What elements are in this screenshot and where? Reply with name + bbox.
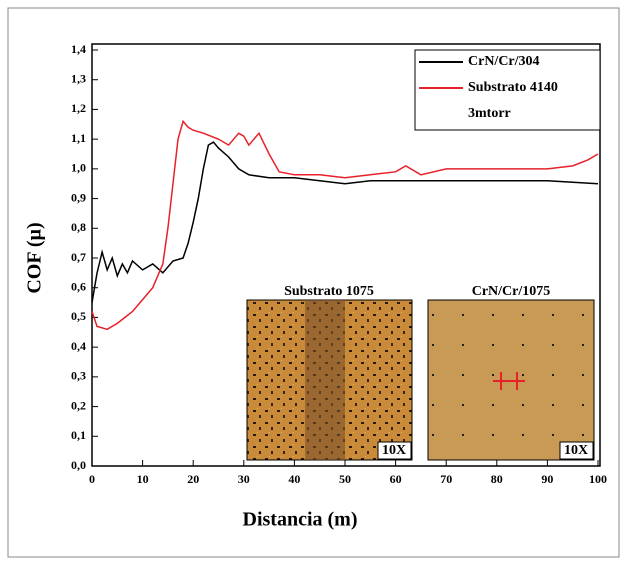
y-tick-label: 0,6	[71, 279, 86, 293]
y-tick-label: 0,9	[71, 190, 86, 204]
y-tick-label: 0,2	[71, 398, 86, 412]
x-tick-label: 20	[187, 472, 199, 486]
outer-border	[7, 7, 620, 558]
y-tick-label: 0,1	[71, 428, 86, 442]
x-tick-label: 50	[339, 472, 351, 486]
wear-track	[305, 300, 345, 460]
x-axis-label: Distancia (m)	[243, 509, 358, 531]
y-tick-label: 1,3	[71, 71, 86, 85]
y-axis-label: COF (µ)	[24, 222, 46, 293]
y-tick-label: 0,7	[71, 250, 86, 264]
y-tick-label: 1,0	[71, 161, 86, 175]
label-box	[377, 441, 412, 460]
y-tick-label: 0,8	[71, 220, 86, 234]
y-tick-label: 1,1	[71, 131, 86, 145]
x-tick-label: 80	[491, 472, 503, 486]
label-box	[559, 441, 594, 460]
x-tick-label: 100	[589, 472, 607, 486]
inset-title: CrN/Cr/1075	[472, 284, 551, 299]
y-tick-label: 0,3	[71, 369, 86, 383]
series-line	[91, 119, 599, 331]
legend-box	[414, 49, 601, 131]
x-tick-label: 60	[390, 472, 402, 486]
x-tick-label: 90	[541, 472, 553, 486]
legend-label: Substrato 4140	[468, 80, 558, 95]
x-tick-label: 0	[89, 472, 95, 486]
plot-frame	[91, 43, 601, 467]
x-tick-label: 40	[288, 472, 300, 486]
x-tick-label: 30	[238, 472, 250, 486]
magnification: 10X	[564, 443, 588, 458]
y-tick-label: 1,4	[71, 42, 86, 56]
magnification: 10X	[382, 443, 406, 458]
y-tick-label: 0,5	[71, 309, 86, 323]
inset-title: Substrato 1075	[284, 284, 374, 299]
x-tick-label: 70	[440, 472, 452, 486]
x-tick-label: 10	[137, 472, 149, 486]
y-tick-label: 1,2	[71, 101, 86, 115]
y-tick-label: 0,0	[71, 458, 86, 472]
legend-label: CrN/Cr/304	[468, 54, 540, 69]
series-line	[91, 141, 599, 303]
legend-note: 3mtorr	[468, 106, 511, 121]
y-tick-label: 0,4	[71, 339, 86, 353]
